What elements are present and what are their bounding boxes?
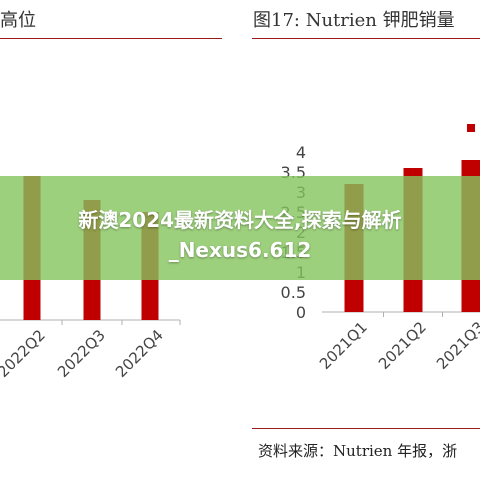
banner-line-2: _Nexus6.612 (168, 238, 312, 262)
banner-line-1: 新澳2024最新资料大全,探索与解析 (78, 208, 402, 232)
right-title-rule (252, 38, 480, 39)
x-tick-label: 2022Q3 (54, 326, 109, 381)
data-marker (467, 124, 475, 132)
source-note: 资料来源：Nutrien 年报，浙 (258, 442, 458, 460)
x-tick-label: 2022Q4 (112, 326, 167, 381)
x-tick-label: 2021Q3 (433, 318, 480, 373)
y-tick-label: 0.5 (281, 283, 306, 302)
y-tick-label: 4 (296, 143, 306, 162)
x-tick-label: 2021Q2 (375, 318, 430, 373)
right-chart-title: 图17: Nutrien 钾肥销量 (253, 10, 455, 31)
y-tick-label: 0 (296, 303, 306, 322)
left-title-rule (0, 38, 222, 39)
x-tick-label: 2021Q1 (316, 318, 371, 373)
banner-text: 新澳2024最新资料大全,探索与解析 _Nexus6.612 (0, 205, 480, 265)
left-chart-title: 高位 (0, 10, 36, 31)
x-tick-label: 2022Q2 (0, 326, 49, 381)
watermark-banner (0, 176, 480, 280)
source-rule (252, 428, 480, 429)
